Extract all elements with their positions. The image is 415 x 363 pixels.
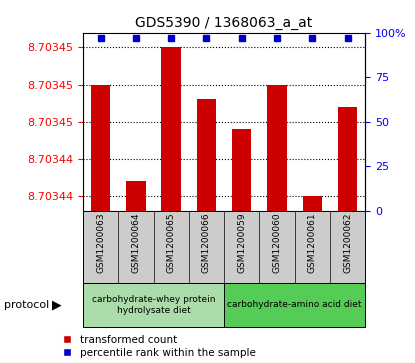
Bar [91,85,110,211]
Text: GSM1200064: GSM1200064 [132,213,140,273]
Text: carbohydrate-whey protein
hydrolysate diet: carbohydrate-whey protein hydrolysate di… [92,295,215,315]
Bar [83,283,224,327]
Bar [197,99,216,211]
Text: protocol: protocol [4,300,49,310]
Bar [161,48,181,211]
Text: GSM1200066: GSM1200066 [202,213,211,273]
Bar [232,129,251,211]
Text: GSM1200063: GSM1200063 [96,213,105,273]
Bar [338,107,357,211]
Bar [224,283,365,327]
Text: GSM1200062: GSM1200062 [343,213,352,273]
Text: ▶: ▶ [52,298,61,311]
Title: GDS5390 / 1368063_a_at: GDS5390 / 1368063_a_at [135,16,313,30]
Text: GSM1200065: GSM1200065 [167,213,176,273]
Bar [267,85,287,211]
Text: GSM1200060: GSM1200060 [273,213,281,273]
Text: GSM1200061: GSM1200061 [308,213,317,273]
Text: GSM1200059: GSM1200059 [237,213,246,273]
Text: carbohydrate-amino acid diet: carbohydrate-amino acid diet [227,301,362,309]
Legend: transformed count, percentile rank within the sample: transformed count, percentile rank withi… [63,335,256,358]
Bar [126,181,146,211]
Bar [303,196,322,211]
